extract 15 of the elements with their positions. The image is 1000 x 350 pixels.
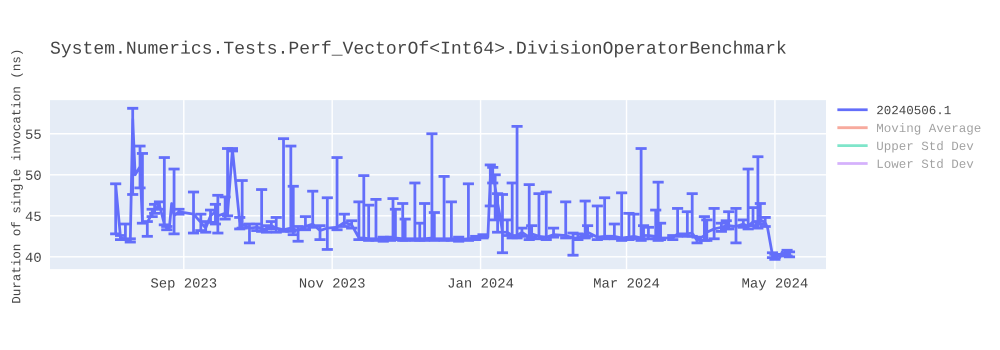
y-tick-label: 40 xyxy=(26,252,41,262)
y-tick-label: 55 xyxy=(26,130,41,139)
y-axis-title: Duration of single invocation (ns) xyxy=(11,50,23,303)
x-tick-label: May 2024 xyxy=(742,278,808,290)
legend-label: Lower Std Dev xyxy=(878,158,974,168)
chart-title: System.Numerics.Tests.Perf_VectorOf<Int64>.DivisionOperatorBenchmark xyxy=(50,40,786,58)
legend-label: 20240506.1 xyxy=(877,106,951,114)
legend-label: Moving Average xyxy=(877,123,980,135)
x-tick-label: Nov 2023 xyxy=(300,278,365,288)
legend-label: Upper Std Dev xyxy=(877,140,974,153)
x-tick-label: Mar 2024 xyxy=(594,278,660,288)
x-tick-label: Sep 2023 xyxy=(150,278,216,290)
x-tick-label: Jan 2024 xyxy=(448,278,514,288)
y-tick-label: 45 xyxy=(26,212,41,221)
y-tick-label: 50 xyxy=(26,170,41,180)
